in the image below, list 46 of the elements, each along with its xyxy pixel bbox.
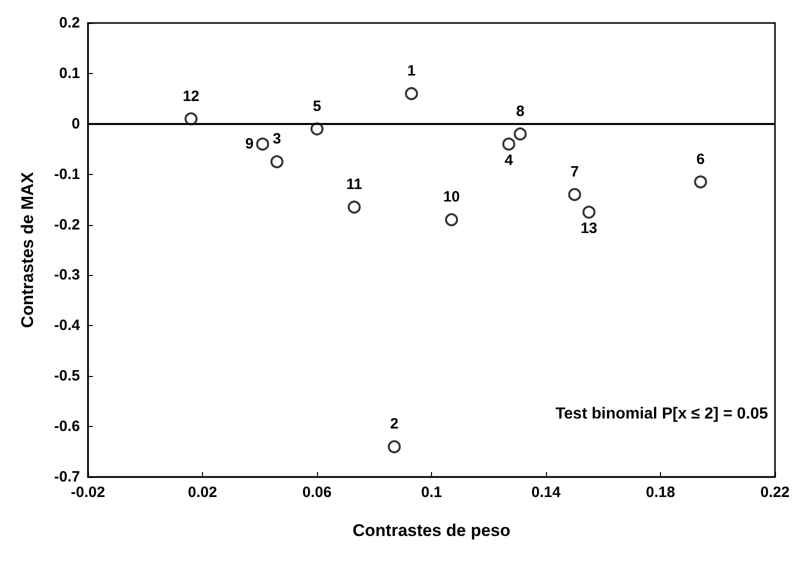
annotation: 2: [390, 416, 398, 433]
annotation: 8: [516, 102, 524, 120]
x-tick-label: 0.1: [421, 484, 442, 501]
annotation: 5: [312, 98, 322, 115]
annotation: 4: [504, 152, 514, 170]
x-tick-label: 0.06: [302, 484, 332, 501]
point: [310, 122, 324, 136]
y-tick-label: 0: [72, 115, 80, 132]
y-tick-label: -0.1: [54, 166, 80, 183]
annotation: 9: [245, 136, 254, 153]
point: [404, 87, 418, 100]
annotation: 13: [580, 220, 598, 238]
point: [514, 127, 527, 140]
point: [388, 440, 401, 454]
y-tick-label: -0.5: [54, 368, 80, 385]
annotation: 3: [272, 130, 282, 148]
point: [348, 200, 361, 214]
annotation: 7: [570, 164, 579, 181]
x-tick-label: 0.22: [760, 484, 790, 501]
y-axis-title: Contrastes de MAX: [18, 171, 37, 328]
annotation: 11: [346, 176, 362, 194]
y-tick-label: -0.6: [54, 418, 80, 436]
point: [502, 138, 516, 151]
x-tick-label: 0.02: [188, 484, 218, 501]
x-tick-label: 0.18: [646, 484, 676, 501]
y-tick-label: -0.2: [54, 216, 80, 234]
x-tick-label: 0.14: [531, 484, 562, 501]
point: [582, 206, 596, 219]
point: [445, 213, 458, 226]
annotation: 1: [407, 62, 416, 80]
x-tick-label: -0.02: [70, 484, 106, 501]
point: [256, 138, 270, 151]
y-tick-label: 0.2: [59, 14, 80, 32]
annotation: Test binomial P[x ≤ 2] = 0.05: [555, 406, 768, 422]
y-tick-label: -0.3: [54, 266, 80, 284]
y-tick-label: -0.4: [54, 317, 81, 334]
point: [270, 155, 284, 168]
y-tick-label: -0.7: [54, 468, 80, 486]
annotation: 10: [443, 188, 460, 206]
annotation: 12: [182, 88, 200, 105]
x-axis-title: Contrastes de peso: [352, 521, 510, 540]
point: [694, 175, 708, 188]
point: [184, 112, 198, 126]
y-tick-label: 0.1: [59, 64, 80, 82]
point: [568, 188, 582, 202]
annotation: 6: [696, 150, 705, 168]
